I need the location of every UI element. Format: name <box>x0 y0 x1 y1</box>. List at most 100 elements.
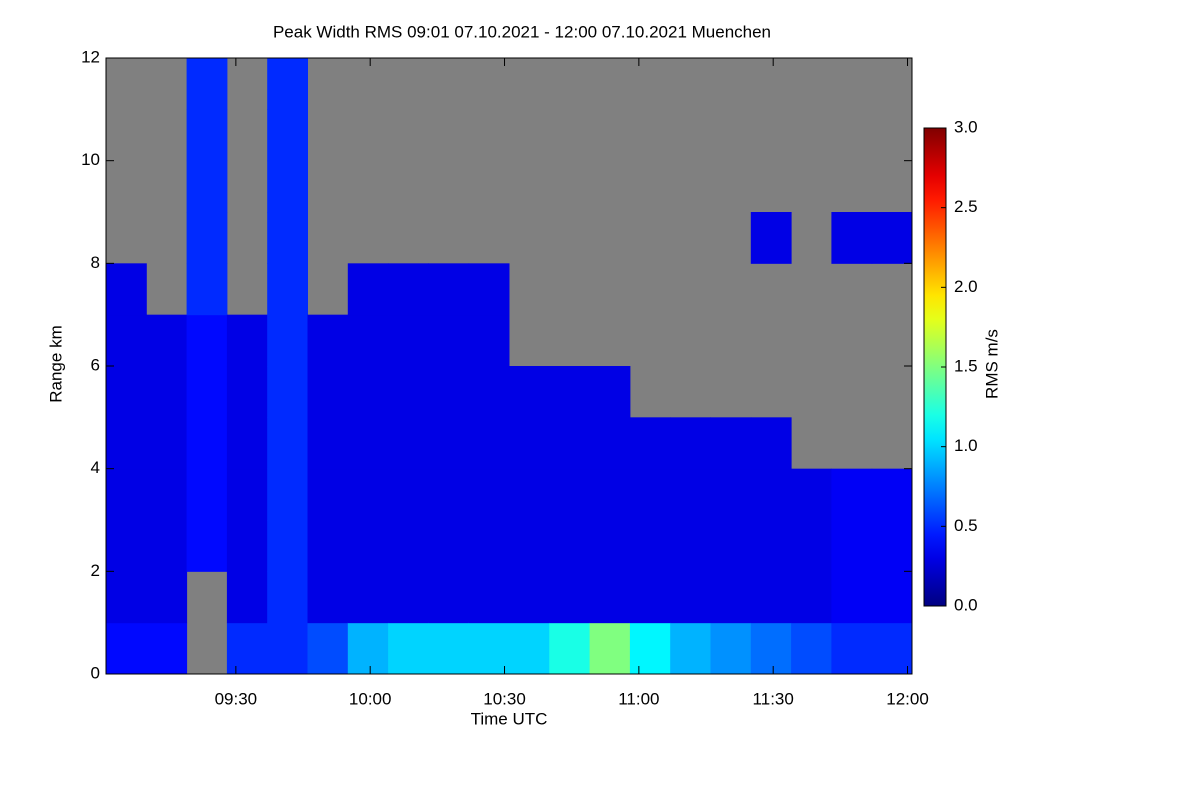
heat-cell <box>549 417 591 470</box>
heat-cell <box>388 622 429 675</box>
heat-cell <box>226 571 268 624</box>
colorbar-label: RMS m/s <box>982 329 1001 399</box>
heat-cell <box>226 417 268 470</box>
y-tick-label: 0 <box>91 663 100 682</box>
heat-cell <box>428 520 470 572</box>
x-tick-label: 10:00 <box>349 689 392 708</box>
heat-cell <box>267 314 308 367</box>
heat-cell <box>267 366 308 418</box>
heat-cell <box>670 417 711 470</box>
heat-cell <box>468 263 510 316</box>
heat-cell <box>267 520 308 572</box>
x-tick-label: 12:00 <box>886 689 929 708</box>
heat-cell <box>267 622 308 675</box>
heat-cell <box>589 366 631 418</box>
heat-cell <box>307 622 349 675</box>
heat-cell <box>106 622 147 675</box>
heat-cell <box>186 314 228 367</box>
heat-cell <box>347 520 389 572</box>
heat-cell <box>871 622 913 675</box>
heat-cell <box>347 314 389 367</box>
heat-cell <box>589 417 631 470</box>
heat-cell <box>146 417 188 470</box>
heat-cell <box>388 520 429 572</box>
heat-cell <box>428 366 470 418</box>
heat-cell <box>347 571 389 624</box>
heat-cell <box>509 571 550 624</box>
heat-cell <box>347 366 389 418</box>
y-tick-label: 4 <box>91 458 100 477</box>
heat-cell <box>186 109 228 162</box>
y-tick-label: 8 <box>91 253 100 272</box>
y-tick-label: 6 <box>91 355 100 374</box>
heat-cell <box>670 520 711 572</box>
heat-cell <box>750 417 792 470</box>
heat-cell <box>267 109 308 162</box>
heat-cell <box>791 468 832 521</box>
heat-cell <box>468 417 510 470</box>
heat-cell <box>710 520 752 572</box>
heat-cell <box>267 468 308 521</box>
heat-cell <box>428 571 470 624</box>
heat-cell <box>871 520 913 572</box>
heat-cell <box>549 571 591 624</box>
heat-cell <box>468 314 510 367</box>
heat-cell <box>710 417 752 470</box>
heat-cell <box>226 468 268 521</box>
heat-cell <box>589 571 631 624</box>
heat-cell <box>146 366 188 418</box>
heat-cell <box>307 520 349 572</box>
heat-cell <box>388 571 429 624</box>
heat-cell <box>347 417 389 470</box>
heat-cell <box>186 212 228 264</box>
heat-cell <box>791 520 832 572</box>
heat-cell <box>791 622 832 675</box>
heat-cell <box>226 314 268 367</box>
heat-cell <box>388 468 429 521</box>
heat-cell <box>388 263 429 316</box>
heat-cell <box>428 314 470 367</box>
heat-cell <box>186 58 228 110</box>
heat-cell <box>871 571 913 624</box>
heat-cell <box>186 520 228 572</box>
y-tick-label: 10 <box>81 150 100 169</box>
heat-cell <box>186 417 228 470</box>
heat-cell <box>589 622 631 675</box>
heat-cell <box>468 520 510 572</box>
heat-cell <box>307 468 349 521</box>
heat-cell <box>629 520 671 572</box>
heat-cell <box>186 468 228 521</box>
heat-cell <box>428 263 470 316</box>
x-tick-label: 11:00 <box>618 689 659 708</box>
heat-cell <box>750 468 792 521</box>
x-tick-label: 11:30 <box>753 689 794 708</box>
heat-cell <box>831 571 873 624</box>
heat-cell <box>106 571 147 624</box>
heat-cell <box>267 571 308 624</box>
heat-cell <box>871 212 913 264</box>
heat-cell <box>106 314 147 367</box>
heat-cell <box>307 417 349 470</box>
heat-cell <box>629 622 671 675</box>
heat-cell <box>388 417 429 470</box>
heat-cell <box>710 468 752 521</box>
heat-cell <box>146 520 188 572</box>
heat-cell <box>750 520 792 572</box>
colorbar-tick-label: 0.5 <box>954 516 978 535</box>
heat-cell <box>106 520 147 572</box>
heat-cell <box>347 263 389 316</box>
heat-cell <box>468 366 510 418</box>
heat-cell <box>589 520 631 572</box>
heat-cell <box>267 263 308 316</box>
heat-cell <box>267 160 308 213</box>
heat-cell <box>468 622 510 675</box>
heat-cell <box>267 417 308 470</box>
heat-cell <box>871 468 913 521</box>
heat-cell <box>226 366 268 418</box>
heat-cell <box>509 520 550 572</box>
colorbar-tick-label: 2.0 <box>954 277 978 296</box>
heat-cell <box>106 366 147 418</box>
heat-cell <box>428 622 470 675</box>
heat-cell <box>347 468 389 521</box>
